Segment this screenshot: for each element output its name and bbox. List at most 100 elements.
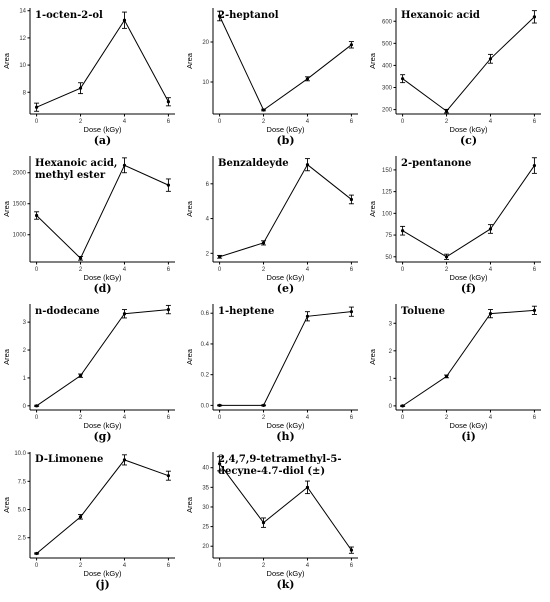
chart-title-line: 2-heptanol [218, 10, 279, 21]
data-point [400, 229, 405, 233]
data-point [532, 15, 537, 19]
chart-title: Hexanoic acid [401, 10, 480, 21]
data-point [532, 308, 537, 312]
y-tick-label: 30 [202, 505, 209, 511]
x-tick-label: 4 [306, 119, 310, 125]
chart-panel: 10 20 0 2 4 6 Dose (kGy) Area 2-heptanol (b) [185, 8, 358, 147]
series-line [402, 16, 535, 112]
chart-panel: 2.5 5.0 7.5 10.0 0 2 4 6 Dose (kGy) Area D-Limonen… [2, 451, 175, 591]
y-tick-label: 5.0 [18, 508, 27, 514]
y-tick-label: 20 [202, 40, 209, 46]
data-point [217, 403, 222, 407]
chart-panel: 1000 1500 2000 0 2 4 6 Dose (kGy) Area Hexanoic a… [2, 156, 175, 295]
x-tick-label: 2 [262, 415, 266, 421]
x-tick-label: 6 [350, 119, 354, 125]
x-axis-title: Dose (kGy) [267, 273, 305, 282]
chart-panel: 8 10 12 14 0 2 4 6 Dose (kGy) Area 1-octen-2-ol (a) [2, 8, 175, 147]
y-tick-label: 20 [202, 544, 209, 550]
data-point [122, 163, 127, 167]
chart-panel: 0 1 2 3 0 2 4 6 Dose (kGy) Area Toluene (i) [368, 304, 541, 443]
data-point [305, 485, 310, 489]
y-tick-label: 1000 [13, 233, 27, 239]
series-line [36, 459, 169, 554]
x-tick-label: 6 [167, 415, 171, 421]
y-tick-label: 125 [382, 190, 393, 196]
y-axis-title: Area [2, 200, 11, 217]
y-tick-label: 12 [19, 36, 26, 42]
x-tick-label: 4 [306, 267, 310, 273]
x-axis-title: Dose (kGy) [84, 125, 122, 134]
x-axis-title: Dose (kGy) [450, 125, 488, 134]
y-tick-label: 0.2 [201, 373, 210, 379]
data-point [78, 374, 83, 378]
panel-label: (i) [461, 430, 476, 443]
x-tick-label: 6 [533, 267, 537, 273]
x-tick-label: 0 [218, 267, 222, 273]
series-line [36, 309, 169, 407]
data-point [349, 548, 354, 552]
data-point [122, 312, 127, 316]
data-point [34, 105, 39, 109]
data-point [488, 57, 493, 61]
y-tick-label: 10 [202, 80, 209, 86]
data-point [261, 403, 266, 407]
y-tick-label: 50 [385, 255, 392, 261]
y-tick-label: 0.4 [201, 342, 210, 348]
data-point [400, 404, 405, 408]
data-point [305, 77, 310, 81]
chart-title-line: 1-heptene [218, 306, 274, 317]
y-tick-label: 150 [382, 168, 393, 174]
y-axis-title: Area [185, 52, 194, 69]
y-tick-label: 7.5 [18, 479, 27, 485]
chart-title-line: Hexanoic acid, [35, 158, 117, 169]
data-point [444, 255, 449, 259]
data-point [34, 551, 39, 556]
series-line [219, 15, 352, 111]
data-point [34, 213, 39, 218]
data-point [488, 227, 493, 231]
x-tick-label: 0 [401, 119, 405, 125]
chart-title-line: 2,4,7,9-tetramethyl-5- [218, 454, 341, 465]
series-line [402, 309, 535, 407]
y-tick-label: 10 [19, 63, 26, 69]
y-axis-title: Area [368, 200, 377, 217]
x-axis-title: Dose (kGy) [84, 421, 122, 430]
y-tick-label: 6 [206, 182, 210, 188]
data-point [34, 404, 39, 408]
x-tick-label: 2 [262, 267, 266, 273]
x-tick-label: 6 [350, 563, 354, 569]
data-point [349, 310, 354, 314]
x-tick-label: 6 [533, 415, 537, 421]
x-tick-label: 0 [401, 267, 405, 273]
y-tick-label: 75 [385, 233, 392, 239]
chart-title: D-Limonene [35, 454, 103, 465]
x-tick-label: 2 [79, 415, 83, 421]
data-point [261, 108, 266, 112]
y-tick-label: 0 [23, 404, 27, 410]
chart-panel: 2 4 6 0 2 4 6 Dose (kGy) Area Benzaldeyde (e) [185, 156, 358, 295]
series-line [219, 163, 352, 258]
x-tick-label: 4 [123, 563, 127, 569]
y-tick-label: 0.0 [201, 403, 210, 409]
data-point [166, 183, 171, 187]
series-line [36, 19, 169, 108]
x-tick-label: 2 [262, 119, 266, 125]
chart-title-line: Toluene [401, 306, 445, 317]
chart-title-line: decyne-4.7-diol (±) [218, 466, 325, 477]
y-tick-label: 100 [382, 211, 393, 217]
y-axis-title: Area [368, 52, 377, 69]
x-tick-label: 4 [306, 563, 310, 569]
y-axis-title: Area [2, 52, 11, 69]
y-tick-label: 1 [389, 376, 393, 382]
x-tick-label: 6 [167, 119, 171, 125]
data-point [349, 197, 354, 202]
x-tick-label: 4 [123, 267, 127, 273]
series-line [402, 165, 535, 258]
chart-title-line: D-Limonene [35, 454, 103, 465]
x-tick-label: 4 [123, 415, 127, 421]
x-tick-label: 0 [218, 563, 222, 569]
chart-title: Benzaldeyde [218, 158, 289, 169]
x-axis-title: Dose (kGy) [267, 421, 305, 430]
data-point [444, 109, 449, 113]
